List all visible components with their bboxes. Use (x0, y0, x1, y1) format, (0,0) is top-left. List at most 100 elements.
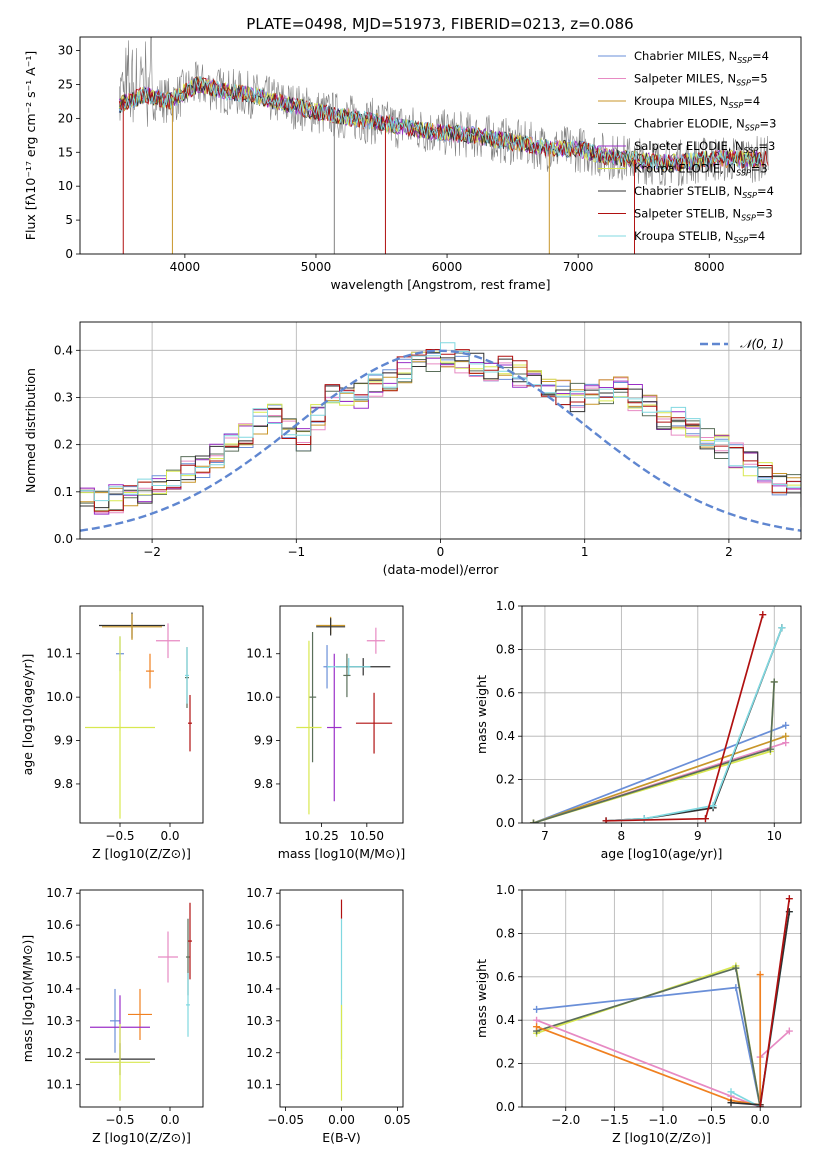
panel-spectrum: 4000 5000 6000 7000 8000 0 5 10 15 20 25 30 waveleng… (23, 36, 802, 292)
x-tick-label: 8 (618, 829, 626, 843)
errorbar-point (355, 692, 393, 754)
y-tick-label: 0.4 (496, 1013, 515, 1027)
axes-frame (521, 889, 802, 1108)
legend-entry: Salpeter STELIB, NSSP=3 (634, 207, 773, 223)
y-tick-label: 0 (65, 247, 73, 261)
y-tick-label: 10.2 (246, 1046, 273, 1060)
x-axis-label: age [log10(age/yr)] (601, 846, 723, 861)
errorbar-point (146, 653, 154, 689)
y-tick-label: 0.4 (496, 729, 515, 743)
errorbar-point (156, 623, 180, 659)
series-marker (785, 1027, 793, 1035)
y-tick-label: 9.9 (54, 734, 73, 748)
gaussian-curve (80, 349, 801, 532)
y-tick-label: 10.1 (246, 1078, 273, 1092)
y-tick-label: 10.3 (46, 1014, 73, 1028)
series-marker (732, 964, 740, 972)
errorbar-point (188, 694, 192, 752)
panel-massweight_vs_z: −2.0 −1.5 −1.0 −0.5 0.0 0.0 0.2 0.4 0.6 0.8 1.0 Z [… (474, 883, 802, 1145)
gaussian-legend-label: 𝒩(0, 1) (740, 337, 784, 351)
x-tick-label: −0.5 (697, 1113, 726, 1127)
x-tick-label: 0.0 (751, 1113, 770, 1127)
x-tick-label: 0.0 (160, 1113, 179, 1127)
series-line (536, 1019, 790, 1107)
y-tick-label: 10.5 (46, 950, 73, 964)
x-tick-label: 8000 (694, 260, 725, 274)
series-marker (756, 971, 764, 979)
series-marker (640, 815, 648, 823)
y-tick-label: 0.4 (54, 343, 73, 357)
y-tick-label: 10.1 (46, 1078, 73, 1092)
histogram-salpeter_stelib (80, 349, 801, 512)
y-tick-label: 0.0 (496, 1100, 515, 1114)
axes-frame (79, 605, 204, 824)
series-line (759, 898, 791, 1107)
x-tick-label: −1.0 (648, 1113, 677, 1127)
plot-area (118, 37, 769, 254)
y-tick-label: 0.6 (496, 686, 515, 700)
series-line (533, 724, 787, 823)
errorbar-point (85, 636, 155, 819)
errorbar-point (102, 613, 162, 640)
figure-title: PLATE=0498, MJD=51973, FIBERID=0213, z=0… (246, 15, 633, 33)
series-line (533, 735, 786, 823)
series-marker (785, 895, 793, 903)
histogram-kroupa_miles (80, 357, 801, 507)
y-tick-label: 10.3 (246, 1014, 273, 1028)
y-tick-label: 0.1 (54, 485, 73, 499)
legend-entry: Chabrier STELIB, NSSP=4 (634, 184, 774, 200)
series-marker (770, 678, 778, 686)
series-marker (756, 1103, 764, 1107)
y-axis-label: mass weight (474, 959, 489, 1038)
series-marker (766, 745, 774, 753)
y-tick-label: 10.7 (46, 886, 73, 900)
x-tick-label: 4000 (170, 260, 201, 274)
legend-entry: Salpeter MILES, NSSP=5 (634, 72, 768, 88)
series-marker (701, 815, 709, 823)
series-marker (782, 739, 790, 747)
y-tick-label: 5 (65, 213, 73, 227)
axes-frame (79, 889, 204, 1108)
series-marker (602, 817, 610, 823)
errorbar-point (296, 640, 322, 815)
y-tick-label: 10.0 (246, 690, 273, 704)
y-axis-label: mass weight (474, 675, 489, 754)
series-marker (732, 984, 740, 992)
x-tick-label: 2 (725, 545, 733, 559)
series-marker (709, 802, 717, 810)
y-axis-label: mass [log10(M/M⊙)] (20, 935, 35, 1063)
x-tick-label: 0.05 (384, 1113, 411, 1127)
panel-age_vs_z: −0.5 0.0 9.8 9.9 10.0 10.1 Z [log10(Z/Z⊙)] age … (20, 605, 204, 861)
errorbar-point (308, 632, 317, 763)
y-tick-label: 20 (58, 111, 73, 125)
x-tick-label: 0.00 (328, 1113, 355, 1127)
x-tick-label: 7000 (563, 260, 594, 274)
histogram-kroupa_stelib (80, 342, 801, 502)
legend-entry: Salpeter ELODIE, NSSP=3 (634, 139, 775, 155)
y-tick-label: 9.8 (54, 777, 73, 791)
x-tick-label: 0 (437, 545, 445, 559)
y-tick-label: 0.8 (496, 926, 515, 940)
y-tick-label: 10.7 (246, 886, 273, 900)
legend-entry: Kroupa ELODIE, NSSP=3 (634, 162, 768, 178)
y-tick-label: 0.6 (496, 970, 515, 984)
series-line (536, 964, 762, 1107)
series-marker (782, 721, 790, 729)
y-axis-label: Normed distribution (23, 368, 38, 493)
y-tick-label: 10.5 (246, 950, 273, 964)
legend-entry: Kroupa MILES, NSSP=4 (634, 94, 760, 110)
errorbar-point (90, 1024, 150, 1101)
axes-frame (279, 889, 404, 1108)
errorbar-point (343, 653, 351, 698)
legend-entry: Chabrier ELODIE, NSSP=3 (634, 117, 776, 133)
y-tick-label: 9.8 (254, 777, 273, 791)
x-tick-label: 10.50 (350, 829, 384, 843)
series-line (536, 974, 762, 1106)
x-tick-label: −2 (143, 545, 161, 559)
y-axis-label: Flux [fλ10⁻¹⁷ erg cm⁻² s⁻¹ A⁻¹] (23, 51, 38, 240)
plot-area (522, 890, 801, 1107)
y-tick-label: 0.0 (54, 532, 73, 546)
panel-mass_vs_z: −0.5 0.0 10.1 10.2 10.3 10.4 10.5 10.6 10.7 Z [lo… (20, 886, 204, 1145)
series-marker (533, 1016, 541, 1024)
x-tick-label: −1.5 (600, 1113, 629, 1127)
